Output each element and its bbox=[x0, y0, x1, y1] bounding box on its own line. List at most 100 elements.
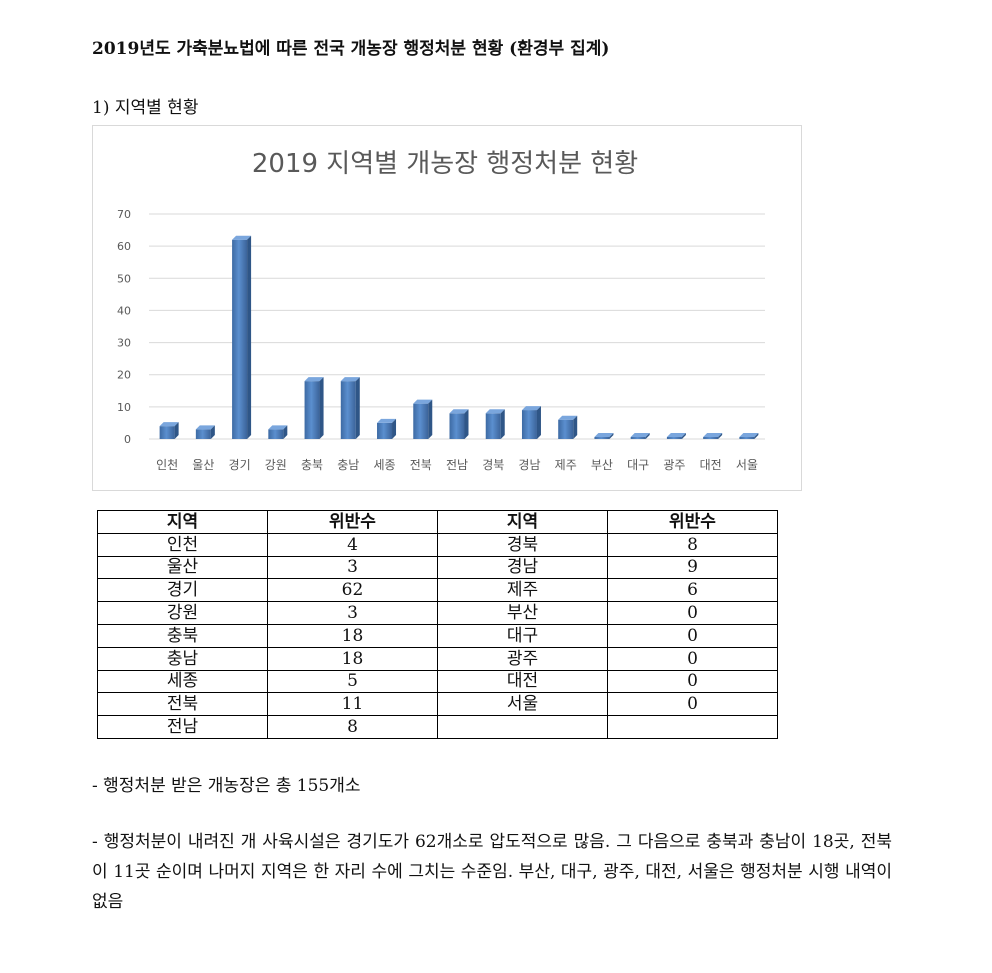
bar-top bbox=[739, 433, 759, 437]
table-cell: 충남 bbox=[97, 646, 268, 671]
bar-chart: 2019 지역별 개농장 행정처분 현황 0 10 20 30 40 50 60 70 인천 울산… bbox=[92, 125, 802, 491]
bar-side bbox=[500, 409, 505, 439]
bar-front bbox=[195, 429, 211, 439]
bar-side bbox=[645, 433, 650, 439]
bar bbox=[594, 433, 614, 439]
bar-top bbox=[558, 415, 578, 420]
bar-side bbox=[392, 418, 397, 439]
bar-front bbox=[304, 381, 320, 439]
bar-side bbox=[210, 425, 215, 439]
header-count: 위반수 bbox=[607, 510, 778, 534]
bar bbox=[449, 409, 469, 439]
bar-front bbox=[413, 403, 429, 439]
bar-top bbox=[159, 422, 179, 427]
table-cell: 8 bbox=[607, 532, 778, 557]
bar bbox=[413, 399, 433, 439]
bar bbox=[666, 433, 686, 439]
y-tick-label: 10 bbox=[117, 401, 131, 414]
table-row: 전북 11 서울 0 bbox=[97, 692, 778, 717]
bar bbox=[377, 418, 397, 439]
x-tick-label: 인천 bbox=[156, 457, 178, 472]
table-cell: 부산 bbox=[437, 601, 608, 625]
bar-side bbox=[573, 415, 578, 439]
bar-front bbox=[268, 429, 284, 439]
x-tick-label: 전남 bbox=[446, 458, 468, 472]
x-tick-label: 강원 bbox=[265, 458, 287, 472]
y-tick-label: 40 bbox=[117, 304, 131, 317]
bar-front bbox=[340, 381, 356, 439]
bar bbox=[304, 377, 324, 439]
x-tick-label: 울산 bbox=[192, 458, 214, 472]
table-cell: 대전 bbox=[437, 669, 608, 694]
bar-side bbox=[754, 433, 759, 439]
bar-top bbox=[413, 399, 433, 404]
bar bbox=[630, 433, 650, 439]
table-cell: 5 bbox=[267, 669, 438, 694]
table-cell: 0 bbox=[607, 669, 778, 694]
table-cell: 광주 bbox=[437, 646, 608, 671]
bar-top bbox=[703, 433, 723, 437]
bar-front bbox=[558, 419, 574, 439]
bar-front bbox=[630, 437, 646, 439]
table-cell: 대구 bbox=[437, 623, 608, 648]
bar bbox=[521, 406, 541, 439]
bar bbox=[558, 415, 578, 439]
bar-side bbox=[609, 433, 614, 439]
table-cell: 서울 bbox=[437, 692, 608, 717]
x-tick-label: 충남 bbox=[337, 458, 359, 472]
bar-side bbox=[319, 377, 324, 439]
bar bbox=[340, 377, 360, 439]
table-cell: 18 bbox=[267, 623, 438, 648]
bar-side bbox=[464, 409, 469, 439]
bar-top bbox=[340, 377, 360, 382]
table-cell: 4 bbox=[267, 532, 438, 557]
y-tick-label: 0 bbox=[124, 433, 131, 446]
bar-front bbox=[232, 239, 248, 439]
bar bbox=[485, 409, 505, 439]
header-count: 위반수 bbox=[267, 510, 438, 534]
table-cell: 0 bbox=[607, 646, 778, 671]
x-tick-label: 제주 bbox=[555, 458, 577, 472]
table-cell: 경기 bbox=[97, 578, 268, 603]
bar bbox=[268, 425, 288, 439]
table-row: 충남 18 광주 0 bbox=[97, 646, 778, 671]
table-cell: 충북 bbox=[97, 623, 268, 648]
x-tick-label: 세종 bbox=[373, 458, 395, 472]
x-tick-label: 부산 bbox=[591, 458, 613, 472]
table-cell: 0 bbox=[607, 623, 778, 648]
bar-front bbox=[703, 437, 719, 439]
bar-front bbox=[666, 437, 682, 439]
chart-title: 2019 지역별 개농장 행정처분 현황 bbox=[252, 149, 638, 179]
table-cell: 11 bbox=[267, 692, 438, 717]
bar-side bbox=[247, 235, 252, 439]
table-cell bbox=[437, 715, 608, 739]
table-row: 세종 5 대전 0 bbox=[97, 669, 778, 694]
bar-top bbox=[630, 433, 650, 437]
bar-side bbox=[174, 422, 179, 439]
bar bbox=[739, 433, 759, 439]
table-cell: 경남 bbox=[437, 555, 608, 580]
bar-front bbox=[739, 437, 755, 439]
bar-top bbox=[485, 409, 505, 414]
bar-side bbox=[718, 433, 723, 439]
bar bbox=[159, 422, 179, 439]
table-cell: 인천 bbox=[97, 532, 268, 557]
table-cell: 세종 bbox=[97, 669, 268, 694]
table-cell bbox=[607, 715, 778, 739]
bar-top bbox=[449, 409, 469, 414]
y-tick-label: 50 bbox=[117, 272, 131, 285]
table-row: 강원 3 부산 0 bbox=[97, 601, 778, 625]
x-tick-label: 경기 bbox=[229, 458, 251, 472]
bar-side bbox=[428, 399, 433, 439]
summary-note: - 행정처분 받은 개농장은 총 155개소 bbox=[92, 776, 361, 796]
table-cell: 3 bbox=[267, 555, 438, 580]
bar-side bbox=[536, 406, 541, 439]
table-cell: 3 bbox=[267, 601, 438, 625]
y-tick-label: 20 bbox=[117, 369, 131, 382]
bar bbox=[195, 425, 215, 439]
table-cell: 경북 bbox=[437, 532, 608, 557]
table-header-row: 지역 위반수 지역 위반수 bbox=[97, 510, 778, 534]
document-title: 2019년도 가축분뇨법에 따른 전국 개농장 행정처분 현황 (환경부 집계) bbox=[92, 39, 610, 59]
y-tick-label: 60 bbox=[117, 240, 131, 253]
chart-canvas: 2019 지역별 개농장 행정처분 현황 0 10 20 30 40 50 60 70 인천 울산… bbox=[117, 149, 765, 472]
